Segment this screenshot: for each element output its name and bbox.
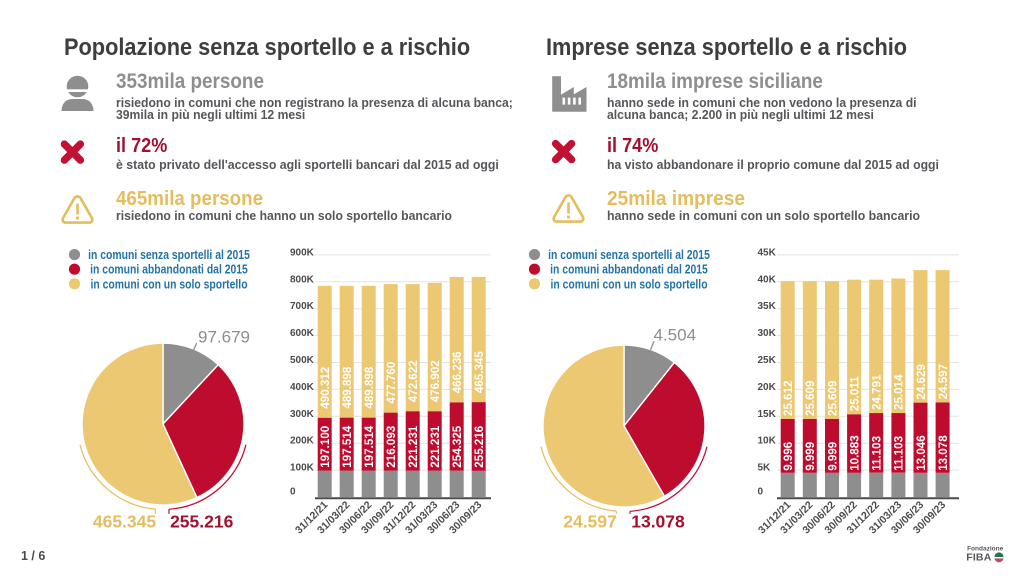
svg-text:489.898: 489.898 bbox=[363, 366, 376, 408]
svg-text:Fondazione: Fondazione bbox=[967, 546, 1003, 553]
svg-text:489.898: 489.898 bbox=[341, 366, 354, 408]
svg-text:472.622: 472.622 bbox=[407, 360, 420, 402]
svg-text:466.236: 466.236 bbox=[451, 351, 464, 393]
svg-text:5K: 5K bbox=[758, 463, 772, 474]
svg-text:255.216: 255.216 bbox=[170, 512, 234, 532]
svg-text:30K: 30K bbox=[758, 328, 777, 339]
svg-text:300K: 300K bbox=[290, 409, 315, 420]
svg-text:600K: 600K bbox=[290, 328, 315, 339]
svg-text:24.629: 24.629 bbox=[915, 364, 928, 400]
svg-text:in comuni senza sportelli al 2: in comuni senza sportelli al 2015 bbox=[548, 248, 710, 262]
svg-text:197.100: 197.100 bbox=[319, 426, 332, 468]
svg-text:100K: 100K bbox=[290, 463, 315, 474]
svg-text:15K: 15K bbox=[758, 409, 777, 420]
svg-text:in comuni abbandonati dal 2015: in comuni abbandonati dal 2015 bbox=[90, 263, 248, 277]
svg-text:25.612: 25.612 bbox=[782, 381, 795, 416]
svg-text:221.231: 221.231 bbox=[429, 425, 442, 467]
svg-text:400K: 400K bbox=[290, 382, 315, 393]
svg-text:in comuni senza sportelli al 2: in comuni senza sportelli al 2015 bbox=[88, 248, 250, 262]
svg-text:9.999: 9.999 bbox=[826, 441, 839, 471]
svg-text:24.597: 24.597 bbox=[563, 512, 617, 532]
svg-text:97.679: 97.679 bbox=[198, 327, 250, 346]
svg-text:20K: 20K bbox=[758, 382, 777, 393]
svg-text:900K: 900K bbox=[290, 247, 315, 258]
svg-text:45K: 45K bbox=[758, 247, 777, 258]
svg-text:25.609: 25.609 bbox=[826, 380, 839, 416]
svg-text:477.760: 477.760 bbox=[385, 362, 398, 404]
svg-text:465.345: 465.345 bbox=[473, 351, 486, 393]
svg-text:197.514: 197.514 bbox=[363, 425, 376, 467]
svg-text:700K: 700K bbox=[290, 301, 315, 312]
svg-text:216.093: 216.093 bbox=[385, 425, 398, 467]
svg-text:476.902: 476.902 bbox=[429, 360, 442, 402]
svg-text:13.046: 13.046 bbox=[915, 435, 928, 471]
svg-text:0: 0 bbox=[290, 487, 296, 498]
svg-text:9.999: 9.999 bbox=[804, 441, 817, 471]
svg-text:in comuni con un solo sportell: in comuni con un solo sportello bbox=[90, 277, 247, 291]
svg-text:25.014: 25.014 bbox=[893, 374, 906, 410]
svg-text:24.597: 24.597 bbox=[937, 364, 950, 399]
svg-text:25.609: 25.609 bbox=[804, 380, 817, 416]
svg-text:FIBA: FIBA bbox=[966, 551, 992, 563]
svg-text:465.345: 465.345 bbox=[93, 512, 157, 532]
svg-text:197.514: 197.514 bbox=[341, 425, 354, 467]
svg-text:254.325: 254.325 bbox=[451, 425, 464, 467]
svg-text:9.996: 9.996 bbox=[782, 441, 795, 471]
svg-text:200K: 200K bbox=[290, 436, 315, 447]
svg-text:11.103: 11.103 bbox=[893, 435, 906, 470]
svg-text:in comuni abbandonati dal 2015: in comuni abbandonati dal 2015 bbox=[550, 263, 708, 277]
svg-text:24.791: 24.791 bbox=[871, 374, 884, 410]
svg-text:in comuni con un solo sportell: in comuni con un solo sportello bbox=[550, 277, 707, 291]
svg-text:25.011: 25.011 bbox=[848, 376, 861, 411]
svg-text:10K: 10K bbox=[758, 436, 777, 447]
svg-text:13.078: 13.078 bbox=[937, 435, 950, 471]
svg-text:11.103: 11.103 bbox=[871, 435, 884, 470]
svg-text:10.883: 10.883 bbox=[848, 435, 861, 471]
svg-text:500K: 500K bbox=[290, 355, 315, 366]
svg-text:800K: 800K bbox=[290, 274, 315, 285]
svg-text:0: 0 bbox=[758, 487, 764, 498]
svg-text:35K: 35K bbox=[758, 301, 777, 312]
svg-text:255.216: 255.216 bbox=[473, 425, 486, 467]
svg-text:13.078: 13.078 bbox=[631, 512, 685, 532]
svg-text:40K: 40K bbox=[758, 274, 777, 285]
svg-text:221.231: 221.231 bbox=[407, 425, 420, 467]
svg-text:490.312: 490.312 bbox=[319, 367, 332, 409]
svg-text:25K: 25K bbox=[758, 355, 777, 366]
svg-text:4.504: 4.504 bbox=[654, 326, 697, 345]
